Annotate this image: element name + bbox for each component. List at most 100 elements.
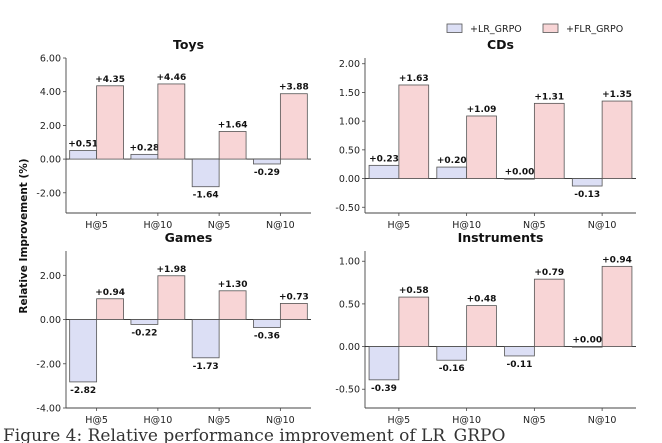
data-label-flr-grpo: +1.09	[467, 105, 497, 115]
y-tick-label: -4.00	[36, 404, 61, 415]
data-label-flr-grpo: +0.79	[534, 268, 564, 278]
x-tick-label: N@10	[266, 220, 295, 231]
x-tick-label: N@5	[523, 415, 546, 426]
data-label-flr-grpo: +0.94	[95, 288, 125, 298]
data-label-flr-grpo: +3.88	[279, 83, 309, 93]
data-label-flr-grpo: +1.63	[399, 74, 429, 84]
bar-lr-grpo	[504, 178, 535, 180]
y-tick-label: 0.00	[40, 155, 61, 166]
y-tick-label: -2.00	[36, 359, 61, 370]
bar-flr-grpo	[466, 115, 497, 179]
data-label-lr-grpo: +0.28	[130, 143, 160, 153]
y-tick-label: -2.00	[36, 188, 61, 199]
y-tick-label: 0.00	[339, 174, 360, 185]
bar-lr-grpo	[368, 346, 400, 381]
bar-flr-grpo	[601, 265, 633, 347]
legend-swatch-lr	[446, 23, 463, 33]
y-tick-label: 2.00	[40, 271, 61, 282]
x-tick-label: H@10	[452, 415, 481, 426]
y-tick-label: 2.00	[339, 59, 360, 70]
x-tick-label: N@10	[588, 220, 617, 231]
data-label-lr-grpo: +0.00	[572, 336, 602, 346]
x-tick-label: H@10	[144, 220, 173, 231]
bar-flr-grpo	[157, 275, 186, 320]
bar-flr-grpo	[398, 84, 430, 179]
legend: +LR_GRPO +FLR_GRPO	[446, 23, 623, 35]
legend-label-lr: +LR_GRPO	[470, 24, 522, 35]
bar-flr-grpo	[466, 305, 497, 347]
chart-panel: CDs -0.50 0.00 0.50 1.00 1.50 2.00 H@5 +0.23 +1.6…	[335, 37, 636, 231]
y-tick-label: 0.00	[40, 315, 61, 326]
data-label-flr-grpo: +0.48	[467, 295, 497, 305]
y-tick-label: 0.50	[339, 299, 360, 310]
bar-flr-grpo	[279, 93, 308, 160]
bar-lr-grpo	[571, 178, 603, 187]
data-label-flr-grpo: +1.30	[218, 280, 248, 290]
bar-lr-grpo	[191, 319, 220, 359]
data-label-lr-grpo: -1.73	[193, 362, 219, 372]
y-tick-label: 0.00	[339, 342, 360, 353]
bar-flr-grpo	[601, 100, 633, 179]
data-label-lr-grpo: -0.36	[254, 332, 280, 342]
bar-flr-grpo	[398, 296, 430, 347]
bar-lr-grpo	[436, 346, 468, 361]
bar-lr-grpo	[504, 346, 535, 357]
data-label-lr-grpo: -1.64	[193, 191, 219, 201]
bar-lr-grpo	[368, 164, 400, 179]
bar-lr-grpo	[69, 150, 98, 160]
legend-label-flr: +FLR_GRPO	[566, 24, 623, 35]
data-label-lr-grpo: -2.82	[70, 386, 96, 396]
bar-lr-grpo	[571, 346, 603, 348]
figure-caption: Figure 4: Relative performance improveme…	[3, 426, 505, 443]
data-label-flr-grpo: +0.58	[399, 286, 429, 296]
data-label-flr-grpo: +0.94	[602, 255, 632, 265]
panel-title: Instruments	[458, 230, 544, 245]
bar-lr-grpo	[191, 158, 220, 188]
data-label-flr-grpo: +4.46	[156, 73, 186, 83]
x-tick-label: H@10	[452, 220, 481, 231]
bar-flr-grpo	[218, 290, 247, 320]
data-label-lr-grpo: -0.11	[506, 360, 532, 370]
panel-title: CDs	[487, 37, 514, 52]
data-label-lr-grpo: -0.39	[371, 384, 397, 394]
x-tick-label: H@5	[85, 220, 108, 231]
chart-panels: Toys -2.00 0.00 2.00 4.00 6.00 H@5 +0.51 +4.35 H@…	[36, 37, 636, 426]
x-tick-label: N@5	[208, 415, 231, 426]
x-tick-label: N@5	[208, 220, 231, 231]
data-label-flr-grpo: +1.31	[534, 92, 564, 102]
chart-panel: Instruments -0.50 0.00 0.50 1.00 H@5 -0.39 +0.5…	[335, 230, 636, 426]
data-label-lr-grpo: +0.00	[505, 168, 535, 178]
bar-flr-grpo	[533, 278, 565, 347]
data-label-flr-grpo: +1.98	[156, 265, 186, 275]
bar-flr-grpo	[533, 102, 565, 179]
bar-flr-grpo	[279, 303, 308, 320]
x-tick-label: N@10	[266, 415, 295, 426]
y-tick-label: -0.50	[335, 203, 360, 214]
y-axis-label: Relative Improvement (%)	[18, 158, 30, 313]
bar-lr-grpo	[130, 153, 159, 160]
bar-flr-grpo	[96, 298, 124, 320]
panel-title: Games	[165, 230, 213, 245]
data-label-lr-grpo: -0.16	[439, 364, 465, 374]
y-tick-label: 2.00	[40, 121, 61, 132]
data-label-lr-grpo: +0.51	[68, 139, 98, 149]
chart-panel: Games -4.00 -2.00 0.00 2.00 H@5 -2.82 +0.94 H@10…	[36, 230, 311, 426]
data-label-lr-grpo: -0.22	[131, 328, 157, 338]
legend-swatch-flr	[542, 23, 559, 33]
x-tick-label: H@5	[388, 415, 411, 426]
y-tick-label: 4.00	[40, 87, 61, 98]
chart-panel: Toys -2.00 0.00 2.00 4.00 6.00 H@5 +0.51 +4.35 H@…	[36, 37, 311, 231]
data-label-flr-grpo: +4.35	[95, 75, 125, 85]
bar-lr-grpo	[69, 319, 98, 383]
data-label-flr-grpo: +1.35	[602, 90, 632, 100]
y-tick-label: 1.00	[339, 257, 360, 268]
x-tick-label: N@5	[523, 220, 546, 231]
data-label-lr-grpo: +0.23	[369, 154, 399, 164]
y-tick-label: 1.00	[339, 117, 360, 128]
x-tick-label: N@10	[588, 415, 617, 426]
y-tick-label: -0.50	[335, 385, 360, 396]
x-tick-label: H@10	[144, 415, 173, 426]
data-label-flr-grpo: +0.73	[279, 292, 309, 302]
x-tick-label: H@5	[85, 415, 108, 426]
